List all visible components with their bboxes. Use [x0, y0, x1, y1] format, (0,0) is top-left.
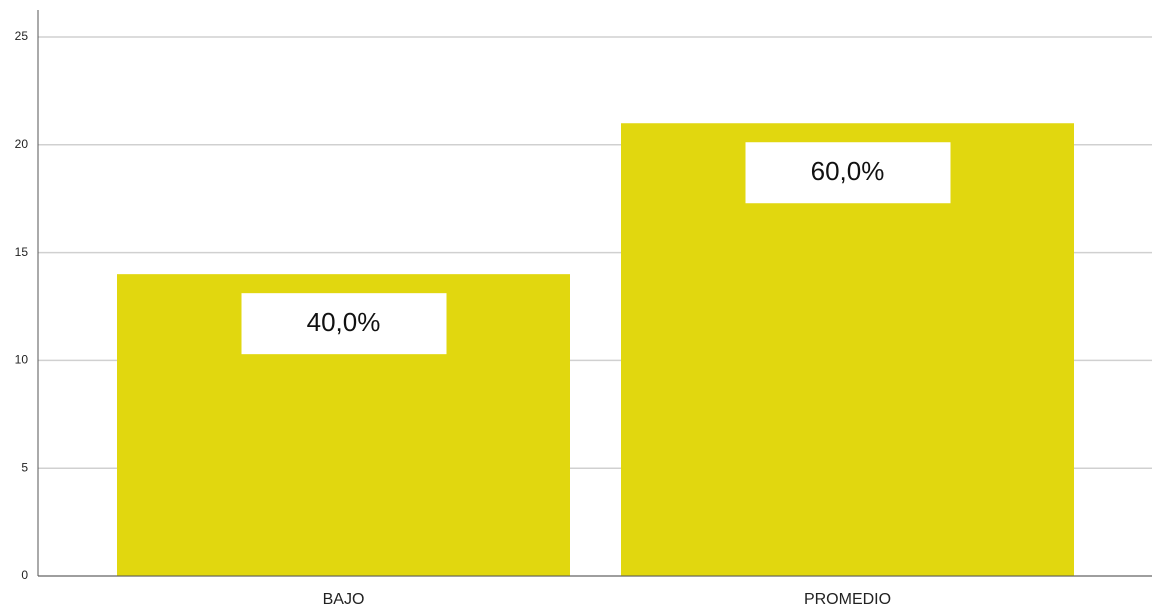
- x-tick-label: BAJO: [323, 591, 365, 608]
- y-tick-label: 0: [21, 568, 28, 582]
- annotation-box: [745, 142, 951, 204]
- annotation: 40,0%: [307, 307, 381, 337]
- y-tick-label: 20: [15, 137, 29, 151]
- y-tick-label: 15: [15, 245, 29, 259]
- y-tick-label: 25: [15, 29, 29, 43]
- y-tick-label: 10: [15, 353, 29, 367]
- y-tick-label: 5: [21, 460, 28, 474]
- x-tick-label: PROMEDIO: [804, 591, 891, 608]
- annotation: 60,0%: [811, 156, 885, 186]
- annotation-box: [241, 293, 447, 355]
